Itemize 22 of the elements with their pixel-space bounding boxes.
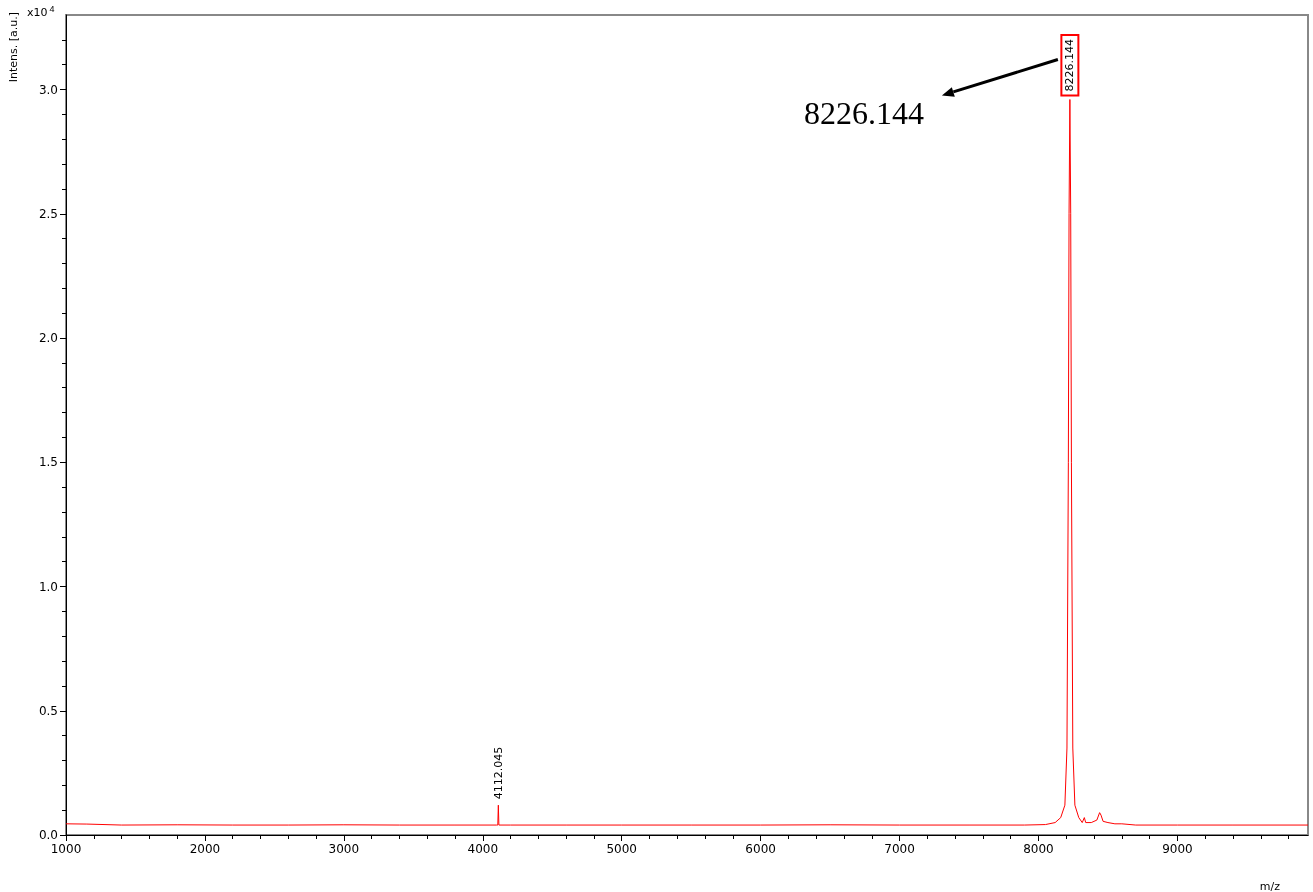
y-tick-label: 1.0: [38, 579, 58, 594]
y-tick-label: 2.5: [38, 206, 58, 221]
x-axis-title: m/z: [1259, 880, 1281, 892]
y-tick-label: 0.5: [38, 703, 58, 718]
x-tick-label: 5000: [606, 842, 637, 856]
y-tick-label: 0.0: [38, 828, 58, 842]
x-tick-label: 9000: [1162, 842, 1193, 856]
x-tick-label: 3000: [328, 842, 360, 856]
y-tick-label: 1.5: [38, 455, 58, 470]
annotation: 8226.144: [1063, 38, 1077, 92]
y-axis-title: Intens. [a.u.]: [7, 12, 20, 83]
x-tick-label: 4000: [467, 842, 499, 856]
x-tick-label: 1000: [50, 842, 82, 856]
x-tick-label: 6000: [745, 842, 776, 856]
y-tick-label: 2.0: [38, 331, 58, 346]
y-tick-label: 3.0: [38, 82, 58, 97]
x-tick-label: 8000: [1023, 842, 1054, 856]
annotation: 4112.045: [491, 746, 505, 800]
x-tick-label: 7000: [884, 842, 915, 856]
line-series: [65, 98, 1309, 826]
annotation: 8226.144: [803, 95, 924, 132]
x-tick-label: 2000: [189, 842, 221, 856]
